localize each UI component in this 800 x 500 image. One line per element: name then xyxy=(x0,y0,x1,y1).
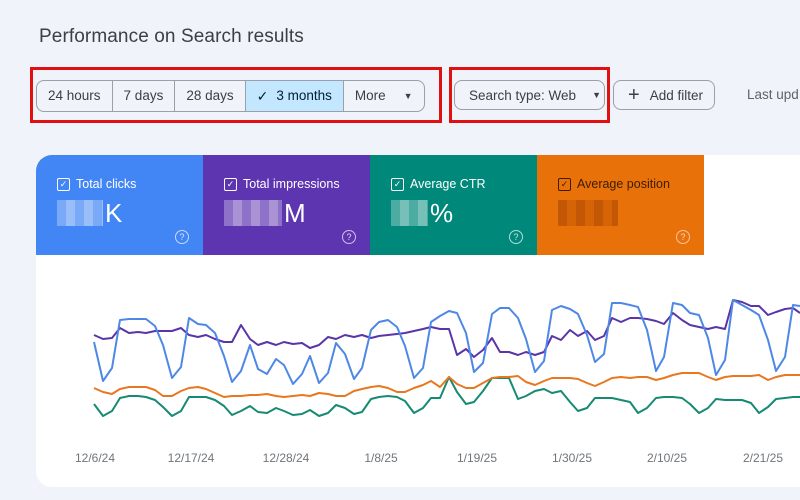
range-label: 7 days xyxy=(123,88,164,103)
x-tick-label: 2/10/25 xyxy=(646,451,688,465)
metric-cards: ✓ Total clicks K ? ✓ Total impressions M… xyxy=(36,155,704,255)
x-tick-label: 12/17/24 xyxy=(167,451,215,465)
highlight-box-search-type xyxy=(449,67,610,123)
metric-label: Average CTR xyxy=(410,177,486,191)
date-range-selector: 24 hours 7 days 28 days ✓ 3 months More … xyxy=(36,80,425,112)
range-24-hours[interactable]: 24 hours xyxy=(37,81,113,111)
range-label: More xyxy=(354,88,386,103)
caret-down-icon: ▼ xyxy=(403,91,413,101)
checkbox-icon[interactable]: ✓ xyxy=(558,177,571,191)
caret-down-icon: ▼ xyxy=(592,90,601,100)
range-label: 24 hours xyxy=(48,88,101,103)
redacted-value xyxy=(57,200,103,226)
metric-label: Average position xyxy=(577,177,670,191)
x-tick-label: 2/21/25 xyxy=(742,451,784,465)
value-suffix: M xyxy=(284,197,306,228)
metric-card-total-impressions[interactable]: ✓ Total impressions M ? xyxy=(203,155,370,255)
redacted-value xyxy=(224,200,282,226)
metric-card-average-position[interactable]: ✓ Average position ? xyxy=(537,155,704,255)
range-label: 3 months xyxy=(276,88,332,103)
x-tick-label: 1/30/25 xyxy=(551,451,593,465)
range-3-months[interactable]: ✓ 3 months xyxy=(245,81,344,111)
redacted-value xyxy=(391,200,428,226)
checkbox-icon[interactable]: ✓ xyxy=(224,177,237,191)
range-7-days[interactable]: 7 days xyxy=(113,81,176,111)
search-type-dropdown[interactable]: Search type: Web ▼ xyxy=(454,80,605,110)
metric-value: M xyxy=(224,197,370,229)
redacted-value xyxy=(558,200,618,226)
metric-card-total-clicks[interactable]: ✓ Total clicks K ? xyxy=(36,155,203,255)
check-icon: ✓ xyxy=(256,88,269,104)
metric-card-average-ctr[interactable]: ✓ Average CTR % ? xyxy=(370,155,537,255)
value-suffix: % xyxy=(430,197,454,228)
help-icon[interactable]: ? xyxy=(175,230,189,244)
highlight-box-date-range xyxy=(30,67,442,123)
x-tick-label: 1/8/25 xyxy=(364,451,398,465)
metric-label: Total impressions xyxy=(243,177,340,191)
last-updated-text: Last upd xyxy=(747,87,799,102)
range-more-dropdown[interactable]: More ▼ xyxy=(344,81,424,111)
performance-card: ✓ Total clicks K ? ✓ Total impressions M… xyxy=(36,155,800,487)
metric-value: % xyxy=(391,197,537,229)
range-label: 28 days xyxy=(186,88,234,103)
help-icon[interactable]: ? xyxy=(342,230,356,244)
x-tick-label: 12/28/24 xyxy=(262,451,310,465)
add-filter-label: Add filter xyxy=(649,87,703,103)
value-suffix: K xyxy=(105,197,123,228)
metric-value xyxy=(558,197,704,229)
search-type-label: Search type: Web xyxy=(469,87,577,103)
metric-label: Total clicks xyxy=(76,177,137,191)
x-tick-label: 1/19/25 xyxy=(456,451,498,465)
metric-value: K xyxy=(57,197,203,229)
help-icon[interactable]: ? xyxy=(509,230,523,244)
plus-icon: + xyxy=(628,84,640,106)
add-filter-button[interactable]: + Add filter xyxy=(613,80,715,110)
checkbox-icon[interactable]: ✓ xyxy=(391,177,404,191)
help-icon[interactable]: ? xyxy=(676,230,690,244)
checkbox-icon[interactable]: ✓ xyxy=(57,177,70,191)
range-28-days[interactable]: 28 days xyxy=(175,81,246,111)
page-title: Performance on Search results xyxy=(39,26,304,47)
x-tick-label: 12/6/24 xyxy=(74,451,116,465)
